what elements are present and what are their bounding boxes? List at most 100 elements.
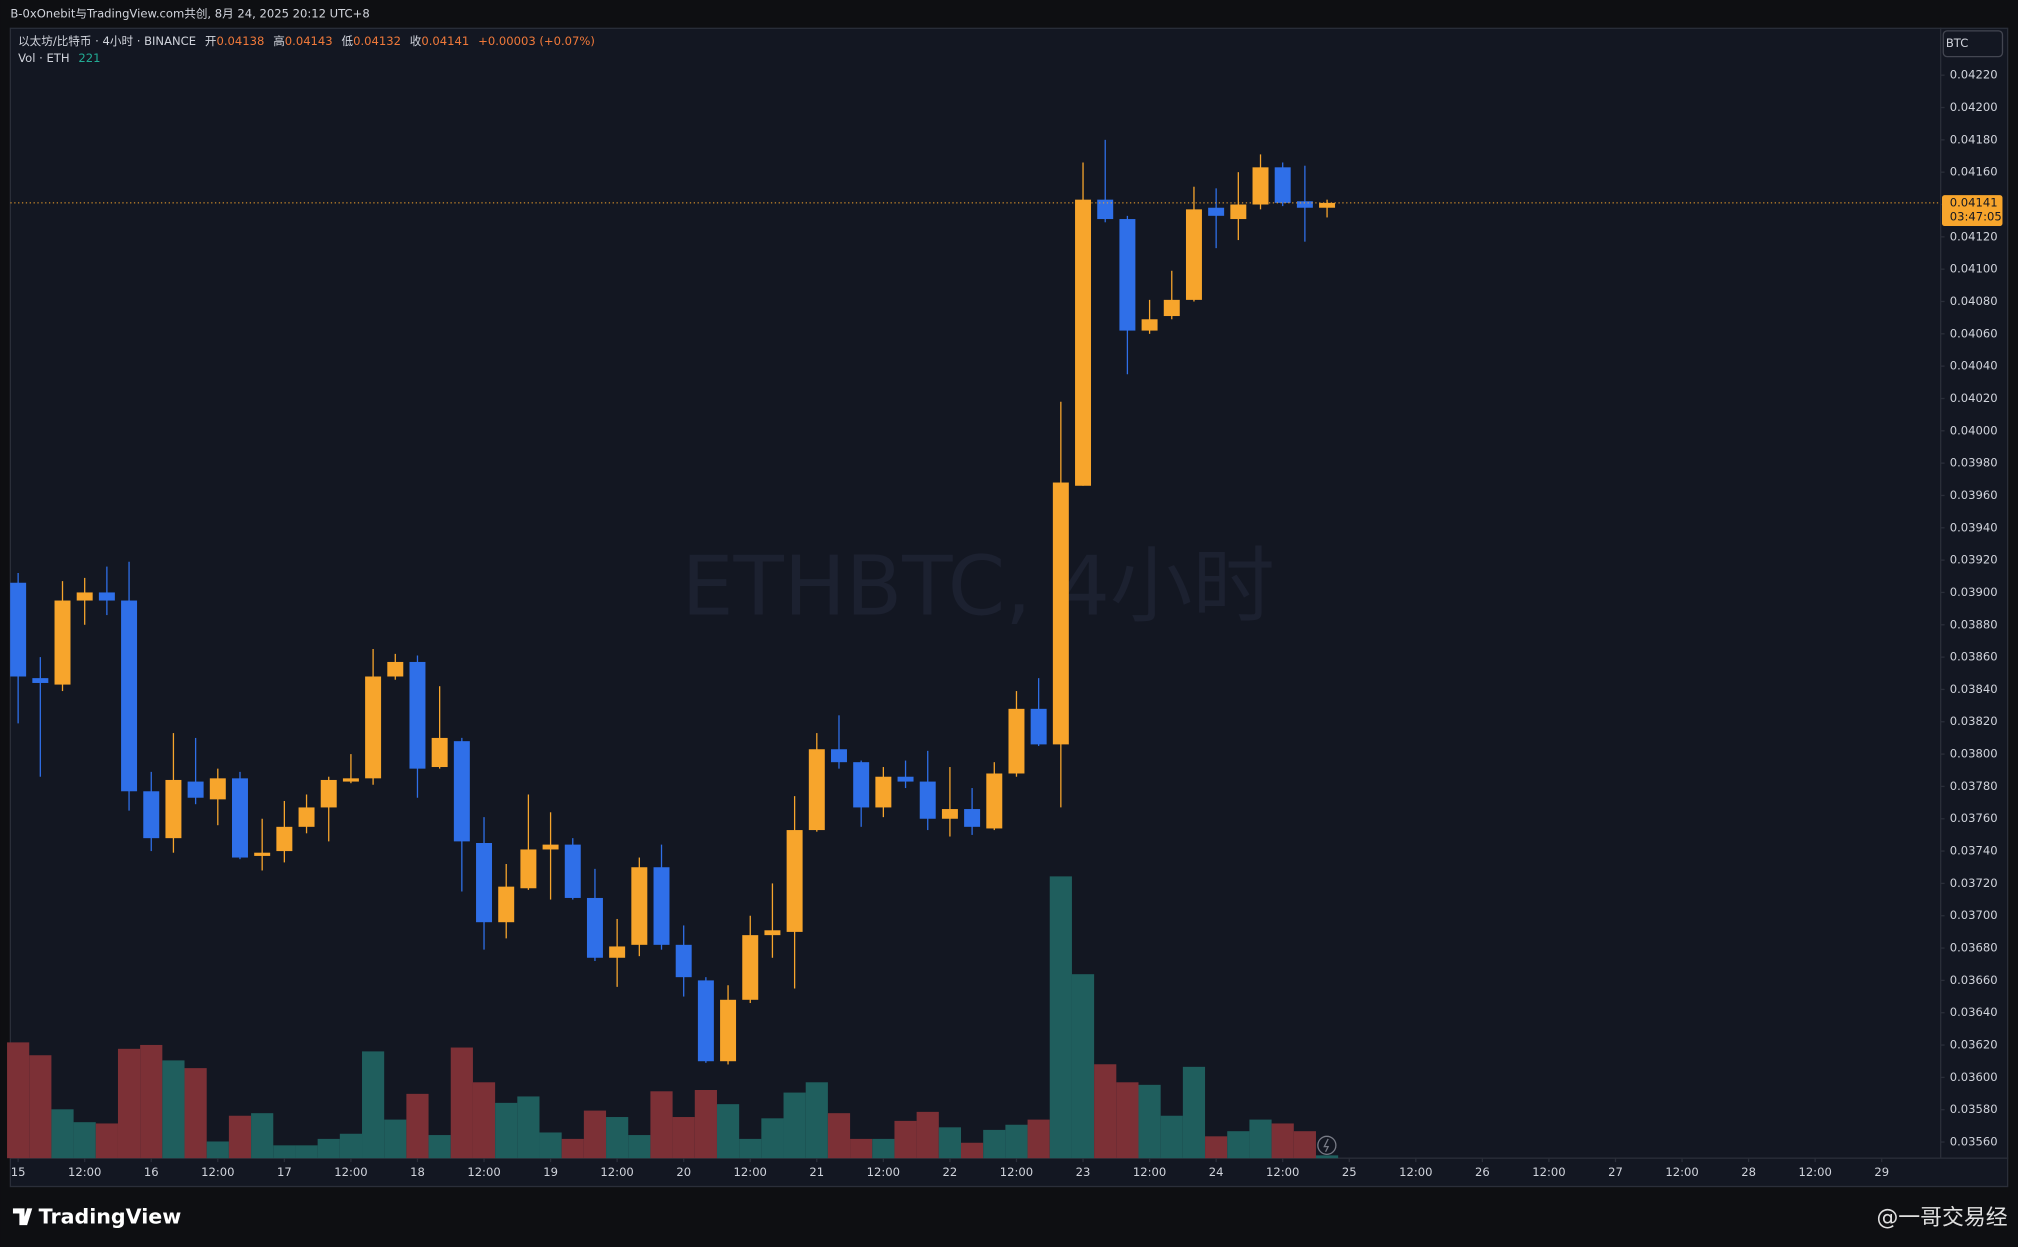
- volume-bar: [1138, 1084, 1161, 1159]
- volume-legend: Vol · ETH 221: [18, 50, 100, 64]
- volume-bar: [228, 1115, 252, 1159]
- volume-bar: [583, 1110, 607, 1159]
- volume-bar: [384, 1119, 407, 1159]
- candle-body: [897, 776, 914, 782]
- y-tick-label: 0.03800: [1950, 747, 1998, 761]
- y-tick-label: 0.03940: [1950, 520, 1998, 534]
- candle-body: [1185, 209, 1202, 300]
- candle-body: [1319, 202, 1336, 208]
- candle-body: [1097, 199, 1114, 220]
- candle-body: [387, 661, 404, 677]
- volume-bar: [561, 1138, 584, 1159]
- candle-body: [853, 762, 870, 808]
- volume-bar: [894, 1120, 917, 1159]
- y-tick-label: 0.04000: [1950, 423, 1998, 437]
- volume-bar: [1205, 1136, 1228, 1159]
- y-tick-label: 0.03780: [1950, 779, 1998, 793]
- volume-bar: [850, 1138, 873, 1159]
- y-tick-label: 0.03620: [1950, 1038, 1998, 1052]
- volume-bar: [51, 1109, 74, 1159]
- volume-bar: [472, 1082, 496, 1159]
- candle-body: [831, 749, 847, 763]
- x-tick-label: 18: [410, 1165, 425, 1179]
- candle-body: [808, 749, 825, 831]
- candle-body: [1141, 319, 1158, 331]
- candle-body: [498, 886, 515, 923]
- currency-box[interactable]: [1942, 30, 2004, 58]
- volume-bar: [672, 1117, 695, 1159]
- y-tick-label: 0.03680: [1950, 941, 1998, 955]
- volume-bar: [1049, 876, 1072, 1159]
- chart-pane: [9, 27, 1942, 1159]
- candle-body: [1075, 199, 1092, 486]
- candle-body: [98, 592, 115, 601]
- legend-low: 0.04132: [353, 34, 401, 48]
- footer-brand[interactable]: TradingView: [39, 1204, 182, 1228]
- last-price-tag: [1941, 195, 2003, 227]
- x-tick-label: 12:00: [1266, 1165, 1299, 1179]
- candle-body: [941, 809, 958, 819]
- legend-high-label: 高: [273, 34, 285, 48]
- y-tick-label: 0.03820: [1950, 714, 1998, 728]
- volume-bar: [805, 1082, 828, 1159]
- volume-bar: [273, 1145, 296, 1159]
- candle-body: [609, 946, 626, 958]
- volume-bar: [517, 1096, 540, 1159]
- x-tick-label: 12:00: [1000, 1165, 1033, 1179]
- x-tick-label: 12:00: [1798, 1165, 1831, 1179]
- volume-bar: [1116, 1082, 1139, 1159]
- legend-line: 以太坊/比特币 · 4小时 · BINANCE 开0.04138 高0.0414…: [18, 34, 595, 48]
- candle-body: [1163, 299, 1180, 317]
- candle-body: [187, 781, 204, 798]
- candle-body: [1208, 207, 1225, 216]
- volume-bar: [983, 1129, 1006, 1159]
- volume-bar: [739, 1138, 762, 1159]
- y-tick-label: 0.03580: [1950, 1102, 1998, 1116]
- x-tick-label: 21: [809, 1165, 824, 1179]
- candle-body: [453, 741, 470, 842]
- volume-bar: [827, 1113, 851, 1159]
- currency-button[interactable]: BTC: [1946, 36, 1968, 50]
- x-tick-label: 20: [676, 1165, 691, 1179]
- volume-bar: [206, 1141, 229, 1159]
- volume-bar: [1227, 1131, 1250, 1159]
- candle-body: [143, 791, 160, 839]
- volume-bar: [162, 1060, 185, 1159]
- candle-body: [1230, 204, 1247, 220]
- legend-symbol: 以太坊/比特币 · 4小时 · BINANCE: [18, 34, 196, 48]
- y-tick-label: 0.04040: [1950, 359, 1998, 373]
- x-tick-label: 12:00: [68, 1165, 101, 1179]
- legend-low-label: 低: [342, 34, 354, 48]
- x-tick-label: 12:00: [867, 1165, 900, 1179]
- x-tick-label: 28: [1741, 1165, 1756, 1179]
- y-tick-label: 0.03960: [1950, 488, 1998, 502]
- y-tick-label: 0.03700: [1950, 908, 1998, 922]
- candle-body: [653, 867, 670, 945]
- x-tick-label: 22: [943, 1165, 958, 1179]
- candle-body: [209, 778, 226, 800]
- volume-bar: [317, 1138, 340, 1159]
- y-tick-label: 0.03840: [1950, 682, 1998, 696]
- x-tick-label: 23: [1076, 1165, 1091, 1179]
- y-tick-label: 0.03920: [1950, 553, 1998, 567]
- lightning-icon[interactable]: [1317, 1135, 1337, 1155]
- volume-bar: [872, 1138, 895, 1159]
- y-tick-label: 0.03980: [1950, 456, 1998, 470]
- y-tick-label: 0.04180: [1950, 132, 1998, 146]
- volume-bar: [117, 1048, 141, 1159]
- volume-bar: [362, 1051, 385, 1159]
- x-tick-label: 19: [543, 1165, 558, 1179]
- candle-body: [276, 826, 293, 852]
- candle-body: [298, 807, 315, 827]
- x-tick-label: 26: [1475, 1165, 1490, 1179]
- candle-body: [254, 852, 271, 856]
- candle-body: [542, 844, 559, 850]
- candle-body: [54, 600, 71, 685]
- x-tick-label: 17: [277, 1165, 292, 1179]
- x-tick-label: 12:00: [467, 1165, 500, 1179]
- volume-bar: [916, 1111, 939, 1159]
- volume-bar: [606, 1117, 629, 1159]
- x-tick-label: 12:00: [734, 1165, 767, 1179]
